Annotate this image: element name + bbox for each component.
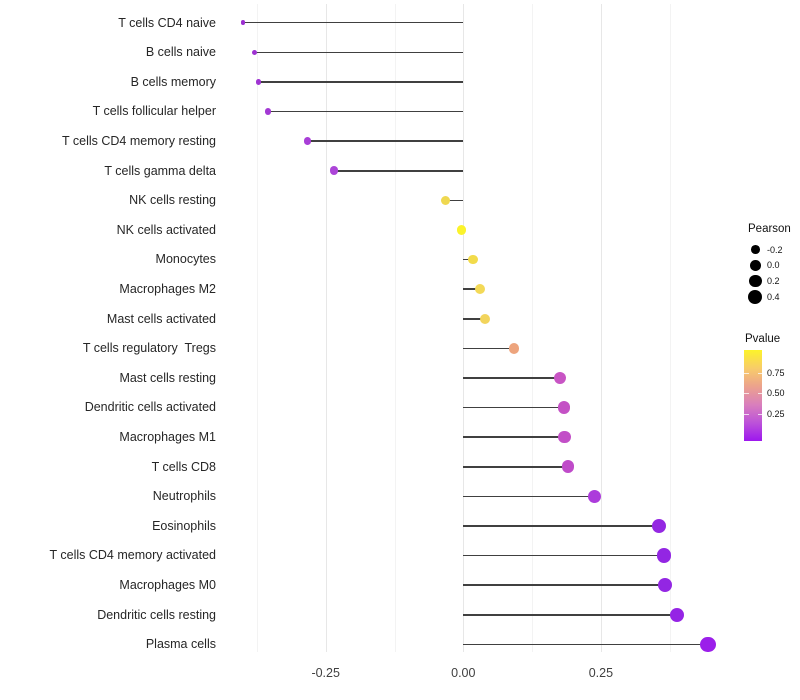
legend-gradient-label: 0.75	[767, 367, 785, 378]
y-axis-label: Monocytes	[155, 252, 216, 267]
y-axis-label: T cells follicular helper	[92, 104, 216, 119]
lollipop-dot	[553, 371, 566, 384]
legend-size-dot	[748, 274, 762, 288]
y-axis-label: T cells regulatory Tregs	[82, 341, 216, 356]
legend-size-label: 0.2	[767, 276, 780, 286]
lollipop-dot	[658, 578, 673, 593]
lollipop-dot	[255, 79, 262, 85]
x-axis-tick-label: 0.25	[588, 666, 614, 680]
legend-gradient-tick	[744, 414, 749, 415]
legend-gradient-label: 0.25	[767, 409, 785, 419]
legend-gradient-tick	[757, 393, 763, 395]
lollipop-dot	[561, 460, 575, 474]
y-axis-label: Eosinophils	[152, 518, 216, 533]
lollipop-stem	[463, 584, 666, 586]
lollipop-dot	[240, 20, 246, 25]
lollipop-stem	[463, 525, 660, 527]
lollipop-dot	[474, 284, 485, 295]
lollipop-dot	[508, 343, 520, 354]
y-axis-label: NK cells activated	[116, 222, 216, 237]
legend-gradient-tick	[744, 393, 749, 395]
legend-pvalue-title: Pvalue	[745, 333, 781, 345]
lollipop-stem	[258, 81, 464, 83]
lollipop-stem	[463, 347, 514, 350]
legend-size-label: 0.0	[767, 260, 780, 271]
lollipop-dot	[456, 225, 467, 235]
lollipop-stem	[463, 614, 677, 616]
y-axis-label: Dendritic cells resting	[97, 607, 216, 622]
y-axis-label: Macrophages M1	[119, 429, 216, 444]
lollipop-dot	[467, 254, 478, 265]
legend-gradient-tick	[757, 372, 763, 374]
lollipop-stem	[463, 643, 709, 646]
lollipop-dot	[440, 195, 451, 206]
lollipop-stem	[254, 51, 464, 54]
x-axis-tick-label: -0.25	[311, 666, 340, 680]
y-axis-label: Macrophages M2	[119, 281, 216, 296]
lollipop-dot	[329, 166, 339, 176]
lollipop-stem	[463, 288, 480, 290]
y-axis-label: Plasma cells	[145, 637, 216, 652]
legend-size-label: -0.2	[767, 244, 783, 255]
legend-gradient-bar	[744, 349, 763, 441]
y-axis-label: Mast cells activated	[106, 311, 216, 326]
legend-size-dot	[750, 245, 760, 255]
y-axis-label: T cells CD4 memory activated	[49, 548, 217, 563]
y-axis-label: T cells CD4 naive	[118, 15, 216, 30]
gridline-major	[325, 4, 327, 652]
y-axis-label: NK cells resting	[129, 193, 216, 208]
legend-size-dot	[748, 289, 763, 304]
lollipop-dot	[657, 548, 672, 563]
y-axis-label: Neutrophils	[152, 489, 216, 504]
lollipop-stem	[463, 554, 665, 557]
lollipop-dot	[480, 313, 491, 324]
y-axis-label: Dendritic cells activated	[84, 400, 216, 415]
y-axis-label: T cells CD4 memory resting	[62, 133, 216, 148]
legend-gradient-label: 0.50	[767, 388, 785, 399]
lollipop-stem	[463, 377, 560, 379]
lollipop-dot	[251, 49, 257, 55]
legend-gradient-tick	[757, 414, 763, 415]
lollipop-stem	[463, 317, 486, 320]
y-axis-label: B cells naive	[145, 45, 216, 60]
lollipop-dot	[587, 489, 601, 503]
lollipop-stem	[445, 199, 464, 202]
lollipop-stem	[463, 436, 565, 438]
legend-size-label: 0.4	[767, 291, 780, 302]
gridline-major	[600, 4, 602, 652]
gridline-minor	[394, 4, 396, 652]
y-axis-label: T cells gamma delta	[104, 163, 216, 178]
y-axis-label: Macrophages M0	[119, 577, 216, 592]
y-axis-label: T cells CD8	[151, 459, 216, 474]
lollipop-dot	[558, 431, 571, 444]
lollipop-dot	[303, 137, 312, 145]
lollipop-stem	[267, 110, 464, 113]
gridline-major	[463, 4, 465, 652]
y-axis-label: Mast cells resting	[119, 370, 216, 385]
legend-pearson-title: Pearson	[748, 223, 791, 235]
lollipop-stem	[333, 169, 464, 172]
gridline-minor	[256, 4, 258, 652]
gridline-minor	[669, 4, 671, 652]
lollipop-dot	[264, 108, 271, 115]
lollipop-dot	[557, 401, 571, 414]
lollipop-stem	[243, 21, 464, 24]
lollipop-stem	[463, 495, 595, 498]
lollipop-dot	[669, 607, 685, 623]
lollipop-stem	[307, 140, 464, 142]
lollipop-stem	[463, 465, 568, 468]
legend-gradient-tick	[744, 372, 749, 374]
gridline-minor	[532, 4, 534, 652]
legend-size-dot	[749, 259, 761, 271]
lollipop-stem	[463, 406, 565, 409]
lollipop-dot	[700, 636, 716, 653]
y-axis-label: B cells memory	[130, 74, 216, 89]
lollipop-dot	[652, 518, 667, 533]
x-axis-tick-label: 0.00	[451, 666, 476, 680]
